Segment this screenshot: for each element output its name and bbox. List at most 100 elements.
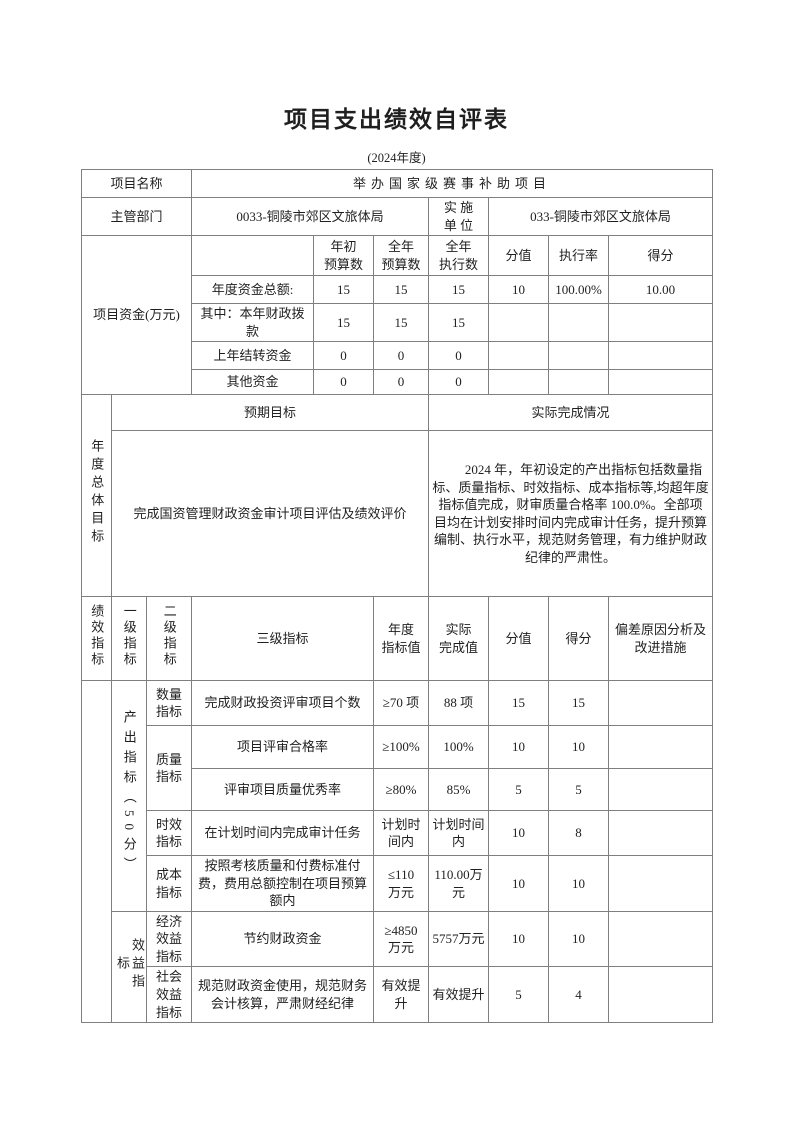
points-header-cell: 得分 <box>548 596 609 682</box>
indicator-section-label-cell: 绩效指标 <box>81 596 112 682</box>
points-cell: 5 <box>548 768 609 812</box>
actual-cell: 100% <box>428 725 489 770</box>
funding-value-cell: 15 <box>373 275 429 305</box>
page-subtitle: (2024年度) <box>367 151 426 165</box>
output-indicator-group-cell: 产出指标（50分） <box>111 680 147 912</box>
deviation-cell <box>607 725 714 770</box>
funding-header-points: 得分 <box>607 235 714 277</box>
score-cell: 10 <box>488 910 549 968</box>
funding-row-name: 其中：本年财政拨款 <box>191 303 314 343</box>
funding-value-cell <box>488 341 549 371</box>
points-cell: 4 <box>548 966 609 1024</box>
level2-cell: 数量指标 <box>146 680 192 727</box>
actual-value-header-cell: 实际 完成值 <box>428 596 489 682</box>
funding-value-cell: 0 <box>313 369 374 396</box>
funding-row-name: 年度资金总额: <box>191 275 314 305</box>
points-cell: 10 <box>548 910 609 968</box>
dept-value-cell: 0033-铜陵市郊区文旅体局 <box>191 196 429 237</box>
funding-section-label-cell: 项目资金(万元) <box>81 235 192 396</box>
score-cell: 5 <box>488 966 549 1024</box>
output-indicator-group-label: 产出指标（50分） <box>121 710 137 878</box>
score-cell: 10 <box>488 725 549 770</box>
score-cell: 15 <box>488 680 549 727</box>
page-title: 项目支出绩效自评表 <box>284 107 509 132</box>
funding-value-cell: 0 <box>313 341 374 371</box>
funding-value-cell <box>488 303 549 343</box>
indicator-section-label: 绩效指标 <box>89 604 105 669</box>
funding-value-cell: 10 <box>488 275 549 305</box>
score-cell: 10 <box>488 855 549 912</box>
impl-unit-value-cell: 033-铜陵市郊区文旅体局 <box>487 196 714 237</box>
funding-value-cell: 0 <box>428 341 489 371</box>
level3-header-cell: 三级指标 <box>191 596 374 682</box>
spacer-cell <box>191 235 314 277</box>
funding-header-rate: 执行率 <box>548 235 609 277</box>
level2-cell: 成本指标 <box>146 855 192 912</box>
funding-header-executed: 全年 执行数 <box>428 235 489 277</box>
funding-value-cell: 15 <box>313 303 374 343</box>
funding-value-cell: 15 <box>428 303 489 343</box>
level3-cell: 在计划时间内完成审计任务 <box>191 810 374 857</box>
deviation-cell <box>607 910 714 968</box>
target-cell: ≥4850 万元 <box>373 910 429 968</box>
target-cell: ≥80% <box>373 768 429 812</box>
spacer-cell <box>81 680 112 1024</box>
indicator-row: 评审项目质量优秀率 ≥80% 85% 5 5 <box>82 768 714 812</box>
indicator-row: 效益指标 经济效益指标 节约财政资金 ≥4850 万元 5757万元 10 10 <box>82 910 714 1024</box>
level3-cell: 按照考核质量和付费标准付费，费用总额控制在项目预算额内 <box>191 855 374 912</box>
annual-goal-label: 年度总体目标 <box>89 439 105 548</box>
funding-value-cell <box>607 341 714 371</box>
benefit-indicator-group-cell: 效益指标 <box>111 910 147 1024</box>
score-cell: 10 <box>488 810 549 857</box>
project-name-value-cell: 举办国家级赛事补助项目 <box>190 169 714 198</box>
score-header-cell: 分值 <box>488 596 549 682</box>
project-name-label-cell: 项目名称 <box>81 169 192 198</box>
funding-value-cell: 15 <box>313 275 374 305</box>
deviation-cell <box>607 768 714 812</box>
target-cell: ≤110 万元 <box>373 855 429 912</box>
score-cell: 5 <box>488 768 549 812</box>
self-evaluation-table: 项目名称 举办国家级赛事补助项目 主管部门 0033-铜陵市郊区文旅体局 实 施… <box>81 169 714 1024</box>
expected-goal-header-cell: 预期目标 <box>111 394 429 432</box>
level3-cell: 完成财政投资评审项目个数 <box>191 680 374 727</box>
actual-cell: 88 项 <box>428 680 489 727</box>
indicator-row: 时效指标 在计划时间内完成审计任务 计划时 间内 计划时间 内 10 8 <box>82 810 714 857</box>
funding-value-cell: 0 <box>373 341 429 371</box>
funding-value-cell: 100.00% <box>548 275 609 305</box>
points-cell: 10 <box>548 855 609 912</box>
funding-header-score: 分值 <box>488 235 549 277</box>
level1-header-cell: 一级指标 <box>111 596 147 682</box>
expected-goal-text-cell: 完成国资管理财政资金审计项目评估及绩效评价 <box>111 430 429 598</box>
indicator-row: 成本指标 按照考核质量和付费标准付费，费用总额控制在项目预算额内 ≤110 万元… <box>82 855 714 912</box>
funding-row-name: 其他资金 <box>191 369 314 396</box>
target-value-header-cell: 年度 指标值 <box>373 596 429 682</box>
funding-row-fiscal: 其中：本年财政拨款 15 15 15 <box>82 303 714 343</box>
target-cell: ≥70 项 <box>373 680 429 727</box>
funding-row-name: 上年结转资金 <box>191 341 314 371</box>
actual-cell: 计划时间 内 <box>428 810 489 857</box>
level2-cell: 质量指标 <box>146 725 192 812</box>
actual-cell: 5757万元 <box>428 910 489 968</box>
level3-cell: 项目评审合格率 <box>191 725 374 770</box>
funding-value-cell <box>607 369 714 396</box>
actual-cell: 有效提升 <box>428 966 489 1024</box>
deviation-cell <box>607 855 714 912</box>
target-cell: ≥100% <box>373 725 429 770</box>
funding-value-cell <box>607 303 714 343</box>
funding-header-initial: 年初 预算数 <box>313 235 374 277</box>
benefit-indicator-group-label: 效益指标 <box>115 937 145 992</box>
funding-value-cell <box>488 369 549 396</box>
funding-row-total: 年度资金总额: 15 15 15 10 100.00% 10.00 <box>82 275 714 305</box>
level3-cell: 节约财政资金 <box>191 910 374 968</box>
deviation-cell <box>607 680 714 727</box>
points-cell: 15 <box>548 680 609 727</box>
annual-goal-label-cell: 年度总体目标 <box>81 394 112 598</box>
level2-header: 二级指标 <box>161 604 177 669</box>
funding-header-annual: 全年 预算数 <box>373 235 429 277</box>
deviation-header-cell: 偏差原因分析及 改进措施 <box>607 596 714 682</box>
actual-completion-text-cell: 2024 年，年初设定的产出指标包括数量指标、质量指标、时效指标、成本指标等,均… <box>427 430 714 598</box>
funding-value-cell: 0 <box>373 369 429 396</box>
actual-cell: 110.00万 元 <box>428 855 489 912</box>
target-cell: 有效提 升 <box>373 966 429 1024</box>
funding-value-cell <box>548 341 609 371</box>
